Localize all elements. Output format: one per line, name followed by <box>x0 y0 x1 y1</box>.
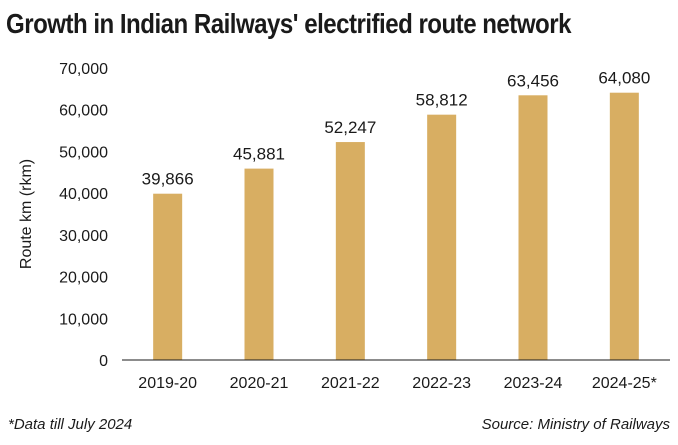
bar-2021-22 <box>335 142 365 360</box>
y-tick-label: 30,000 <box>59 228 108 245</box>
y-tick-label: 50,000 <box>59 144 108 161</box>
data-label: 52,247 <box>324 118 376 137</box>
bar-2023-24 <box>518 95 548 361</box>
x-tick-label: 2020-21 <box>230 375 289 392</box>
bar-2024-25 <box>609 92 639 360</box>
chart-title: Growth in Indian Railways' electrified r… <box>6 8 571 39</box>
x-tick-label: 2023-24 <box>504 375 563 392</box>
x-tick-label: 2021-22 <box>321 375 380 392</box>
footnote: *Data till July 2024 <box>8 416 133 433</box>
bar-2020-21 <box>244 168 274 360</box>
bar-2019-20 <box>153 193 183 360</box>
data-label: 64,080 <box>598 69 650 88</box>
data-label: 58,812 <box>416 91 468 110</box>
x-tick-label: 2024-25* <box>592 375 657 392</box>
y-tick-label: 70,000 <box>59 61 108 78</box>
y-tick-label: 10,000 <box>59 311 108 328</box>
y-tick-label: 60,000 <box>59 103 108 120</box>
bar-2022-23 <box>427 114 457 360</box>
source-note: Source: Ministry of Railways <box>481 416 670 433</box>
data-label: 45,881 <box>233 145 285 164</box>
y-axis-title: Route km (rkm) <box>18 159 35 269</box>
data-label: 63,456 <box>507 71 559 90</box>
x-tick-label: 2019-20 <box>138 375 197 392</box>
y-tick-label: 20,000 <box>59 270 108 287</box>
data-label: 39,866 <box>142 170 194 189</box>
y-tick-label: 40,000 <box>59 186 108 203</box>
x-tick-label: 2022-23 <box>412 375 471 392</box>
y-tick-label: 0 <box>99 353 108 370</box>
